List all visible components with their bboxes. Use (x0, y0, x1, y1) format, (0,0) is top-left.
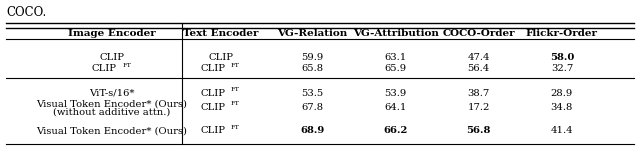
Text: CLIP: CLIP (200, 127, 226, 135)
Text: 38.7: 38.7 (468, 89, 490, 98)
Text: FT: FT (122, 63, 131, 68)
Text: Visual Token Encoder* (Ours): Visual Token Encoder* (Ours) (36, 127, 188, 135)
Text: 58.0: 58.0 (550, 53, 574, 62)
Text: Flickr-Order: Flickr-Order (526, 29, 598, 38)
Text: VG-Attribution: VG-Attribution (353, 29, 438, 38)
Text: CLIP: CLIP (99, 53, 125, 62)
Text: 34.8: 34.8 (551, 103, 573, 112)
Text: 56.8: 56.8 (467, 127, 491, 135)
Text: 68.9: 68.9 (300, 127, 324, 135)
Text: FT: FT (231, 87, 240, 92)
Text: ViT-s/16*: ViT-s/16* (89, 89, 135, 98)
Text: VG-Relation: VG-Relation (277, 29, 348, 38)
Text: CLIP: CLIP (92, 64, 117, 73)
Text: FT: FT (231, 102, 240, 106)
Text: Visual Token Encoder* (Ours): Visual Token Encoder* (Ours) (36, 99, 188, 108)
Text: 53.5: 53.5 (301, 89, 323, 98)
Text: COCO.: COCO. (6, 6, 47, 19)
Text: 53.9: 53.9 (385, 89, 406, 98)
Text: CLIP: CLIP (200, 64, 226, 73)
Text: 66.2: 66.2 (383, 127, 408, 135)
Text: Text Encoder: Text Encoder (183, 29, 259, 38)
Text: CLIP: CLIP (200, 89, 226, 98)
Text: 63.1: 63.1 (385, 53, 406, 62)
Text: 28.9: 28.9 (551, 89, 573, 98)
Text: 17.2: 17.2 (468, 103, 490, 112)
Text: 47.4: 47.4 (467, 53, 490, 62)
Text: Image Encoder: Image Encoder (68, 29, 156, 38)
Text: 56.4: 56.4 (468, 64, 490, 73)
Text: FT: FT (231, 63, 240, 68)
Text: 65.8: 65.8 (301, 64, 323, 73)
Text: 32.7: 32.7 (551, 64, 573, 73)
Text: 59.9: 59.9 (301, 53, 323, 62)
Text: 67.8: 67.8 (301, 103, 323, 112)
Text: (without additive attn.): (without additive attn.) (53, 107, 171, 116)
Text: CLIP: CLIP (208, 53, 234, 62)
Text: FT: FT (231, 125, 240, 130)
Text: 64.1: 64.1 (385, 103, 406, 112)
Text: 41.4: 41.4 (550, 127, 573, 135)
Text: COCO-Order: COCO-Order (442, 29, 515, 38)
Text: 65.9: 65.9 (385, 64, 406, 73)
Text: CLIP: CLIP (200, 103, 226, 112)
